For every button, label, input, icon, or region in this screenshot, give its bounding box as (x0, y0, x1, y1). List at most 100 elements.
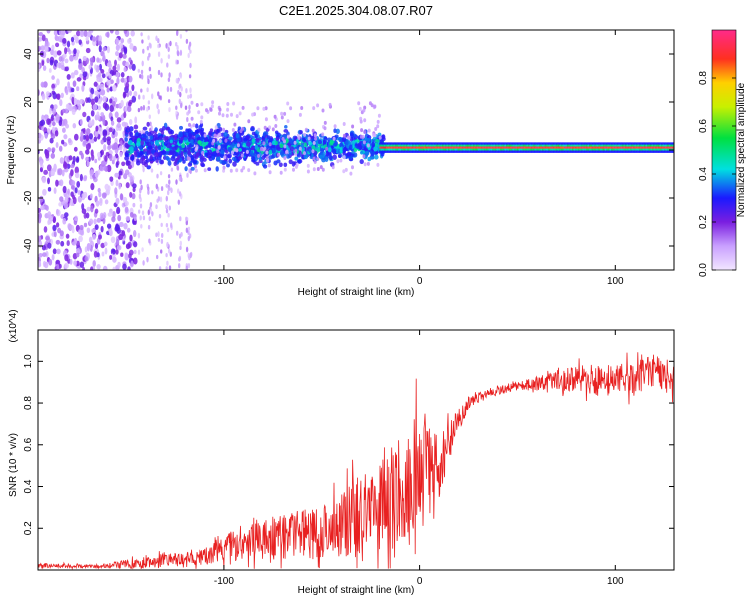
spectrogram-dot (71, 227, 75, 234)
spectrogram-dot (58, 30, 63, 36)
spectrogram-dot (313, 159, 317, 164)
spectrogram-dot (298, 146, 302, 151)
spectrogram-dot (52, 107, 57, 115)
spectrogram-dot (166, 260, 169, 266)
spectrogram-dot (109, 153, 113, 162)
colorbar-ticks: 0.0 0.2 0.4 0.6 0.8 (698, 71, 736, 277)
spectrogram-dot (185, 216, 188, 222)
spectrogram-dot (268, 149, 273, 155)
spectrogram-dot (78, 39, 82, 45)
spectrogram-dot (176, 44, 179, 51)
spectrogram-dot (339, 148, 343, 154)
spectrogram-dot (132, 202, 136, 208)
spectrogram-dot (166, 62, 169, 68)
spectrogram-dot (50, 170, 55, 177)
spectrogram-dot (266, 158, 269, 163)
spectrogram-dot (264, 117, 268, 122)
spectrogram-dot (71, 87, 75, 93)
spectrogram-dot (179, 49, 183, 56)
spectrogram-dot (129, 145, 134, 152)
spectrogram-dot (199, 146, 204, 151)
spectrogram-dot (283, 162, 288, 168)
spectrogram-dot (133, 241, 138, 248)
spectrogram-dot (44, 40, 49, 48)
spectrogram-dot (148, 114, 151, 120)
spectrogram-dot (146, 106, 149, 112)
snr-frame (37, 329, 675, 571)
spectrogram-dot (158, 213, 162, 219)
spectrogram-dot (185, 30, 188, 33)
spectrogram-dot (149, 154, 153, 160)
spectrogram-dot (301, 137, 307, 143)
spectrogram-dot (98, 191, 102, 198)
spectrogram-dot (335, 128, 340, 135)
spectrogram-dot (157, 43, 160, 49)
spectrogram-dot (268, 125, 272, 130)
spectrogram-dot (182, 159, 186, 164)
spectrogram-dot (147, 209, 150, 216)
spectrogram-dot (262, 106, 266, 111)
spectrogram-dot (79, 224, 84, 231)
spectrogram-dot (185, 38, 189, 44)
spectrogram-dot (262, 141, 266, 146)
snr-panel: -100 0 100 0.2 0.4 0.6 0.8 1.0 Height of strai… (8, 309, 675, 596)
spectrogram-dot (167, 160, 172, 166)
spectrogram-dot (120, 48, 124, 54)
spectrogram-dot (322, 139, 327, 146)
spectrogram-dot (72, 196, 77, 205)
spectrogram-dot (294, 152, 298, 157)
spectrogram-dot (38, 31, 44, 37)
spectrogram-y-tick-label: 40 (23, 48, 34, 60)
spectrogram-dot (231, 150, 234, 155)
spectrogram-dot (64, 66, 69, 72)
spectrogram-dot (156, 254, 159, 260)
spectrogram-dot (137, 133, 142, 137)
spectrogram-dot (85, 143, 91, 150)
spectrogram-dot (168, 205, 171, 211)
spectrogram-dot (42, 188, 47, 196)
spectrogram-dot (132, 146, 137, 151)
spectrogram-dot (224, 138, 228, 143)
spectrogram-dot (189, 93, 193, 99)
spectrogram-dot (184, 105, 188, 110)
spectrogram-dot (83, 212, 87, 219)
spectrogram-dot (83, 175, 88, 180)
spectrogram-dot (100, 242, 105, 249)
spectrogram-dot (192, 159, 198, 165)
spectrogram-dot (96, 217, 102, 223)
spectrogram-dot (95, 125, 99, 132)
spectrogram-dot (323, 126, 327, 131)
spectrogram-dot (362, 154, 366, 159)
spectrogram-dot (187, 52, 190, 59)
spectrogram-dot (39, 160, 43, 167)
spectrogram-dot (123, 111, 127, 119)
spectrogram-dot (110, 120, 115, 126)
spectrogram-dot (38, 216, 42, 224)
spectrogram-dot (190, 116, 194, 121)
spectrogram-dot (214, 125, 218, 130)
spectrogram-dot (161, 150, 167, 155)
spectrogram-dot (179, 83, 182, 88)
spectrogram-dot (134, 116, 138, 124)
spectrogram-dot (64, 47, 68, 55)
spectrogram-dot (167, 212, 170, 218)
spectrogram-dot (94, 158, 98, 164)
spectrogram-dot (44, 132, 48, 139)
spectrogram-dot (271, 140, 276, 146)
spectrogram-dot (90, 205, 94, 213)
spectrogram-dot (121, 161, 126, 167)
spectrogram-dot (93, 218, 97, 225)
spectrogram-dot (142, 260, 145, 266)
spectrogram-dot (236, 143, 240, 148)
spectrogram-dot (170, 187, 173, 194)
spectrogram-dot (79, 118, 83, 126)
spectrogram-dot (133, 249, 137, 255)
spectrogram-dot (371, 142, 376, 148)
spectrogram-dot (200, 102, 204, 107)
spectrogram-dot (98, 234, 102, 240)
spectrogram-dot (113, 155, 116, 161)
spectrogram-dot (215, 166, 219, 172)
spectrogram-dot (186, 116, 189, 123)
spectrogram-dot (328, 154, 333, 160)
